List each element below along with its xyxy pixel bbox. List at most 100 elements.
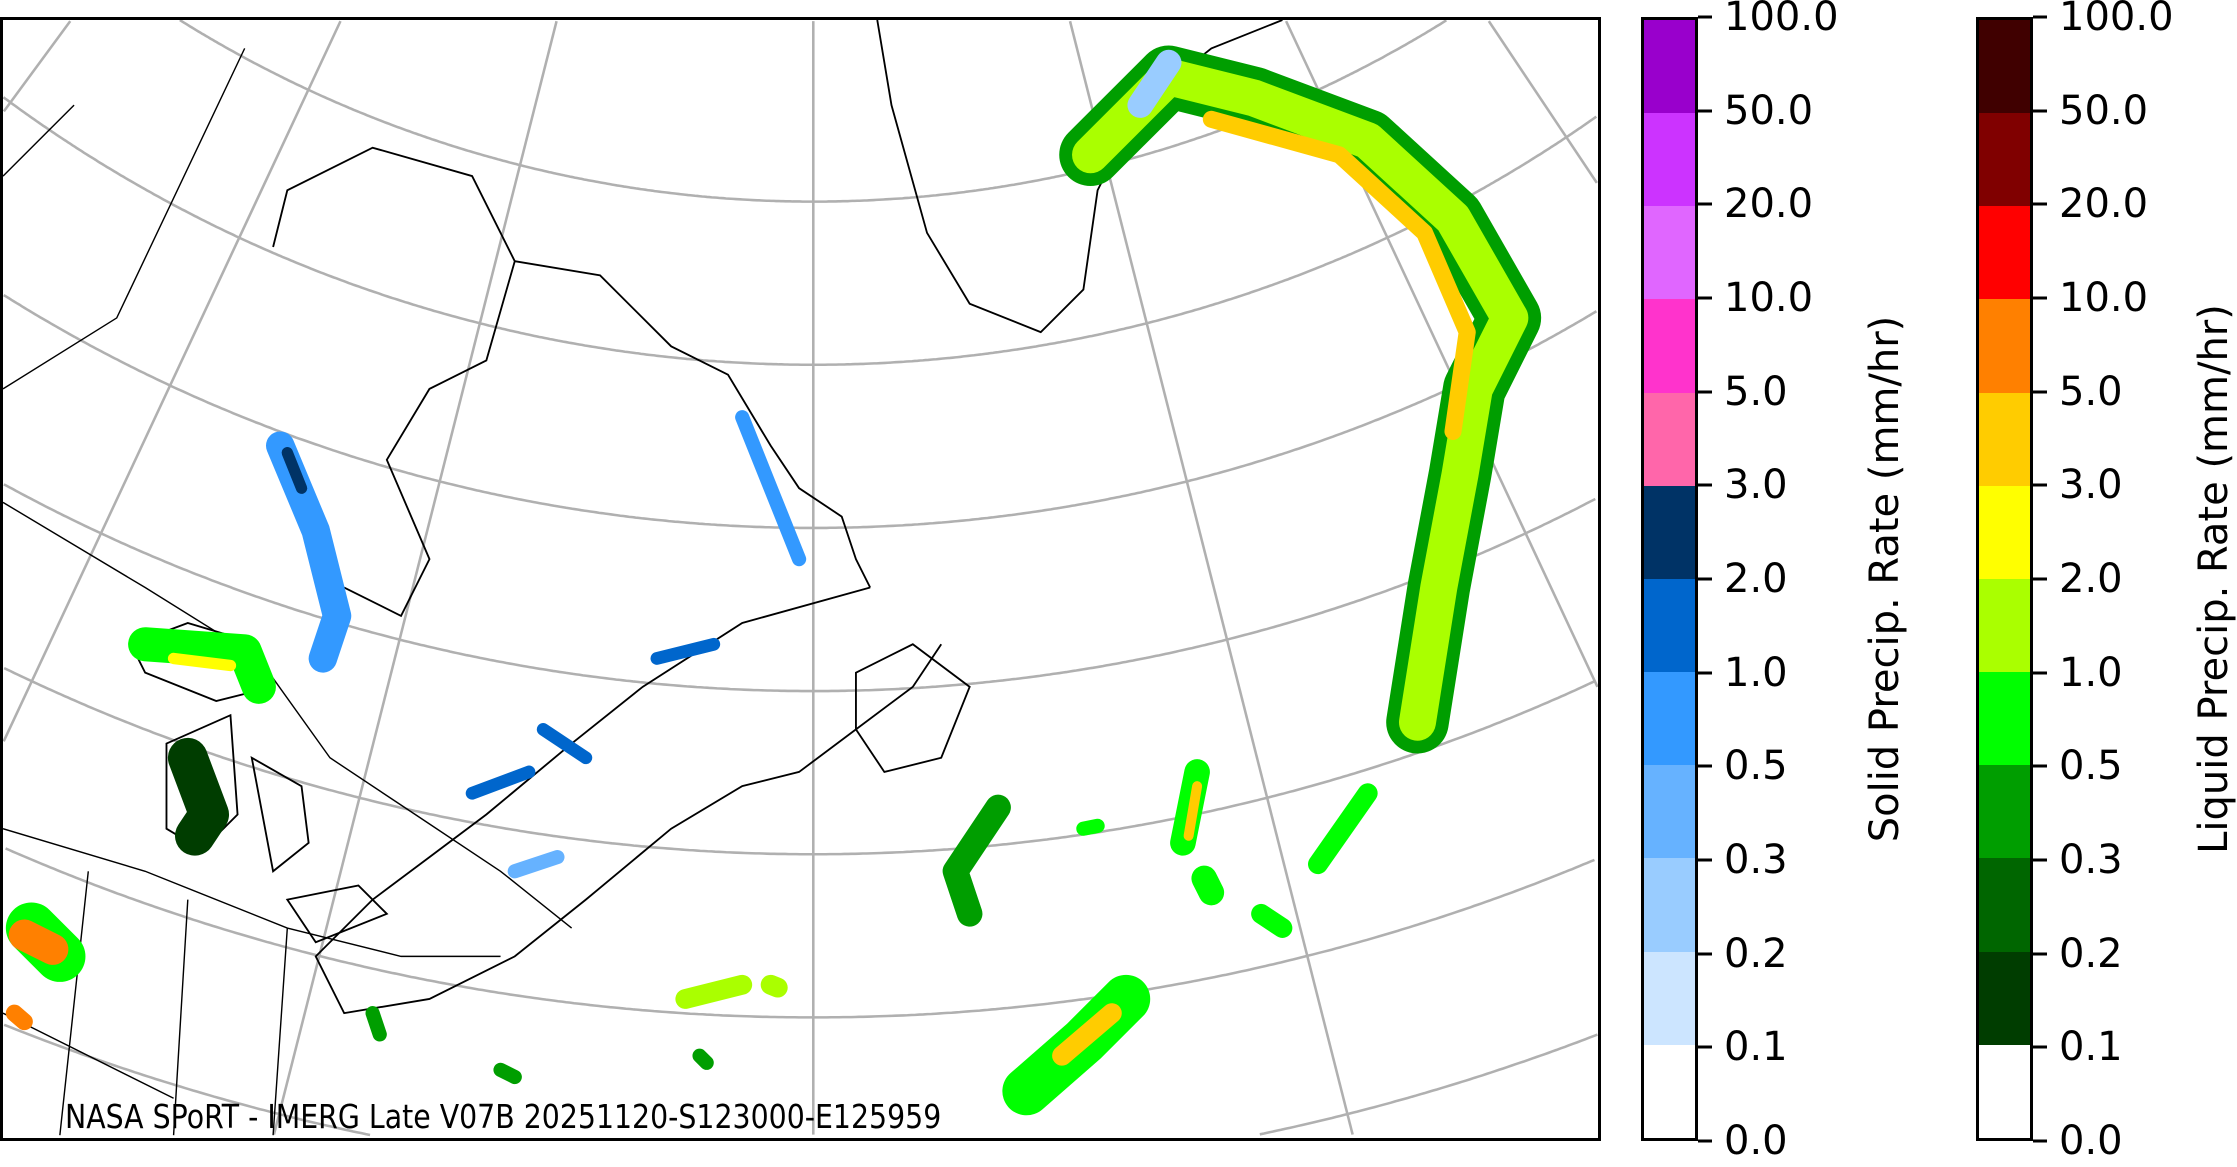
colorbar-tick [2033,671,2047,675]
coastline-labrador [514,260,871,588]
rain-coastal-cells [365,1006,714,1085]
colorbar-tick-label: 3.0 [2059,462,2123,509]
colorbar-segment [1644,485,1695,579]
colorbar-tick-label: 100.0 [1724,0,1839,40]
colorbar-tick-label: 0.5 [1724,743,1788,790]
colorbar-tick-label: 20.0 [1724,181,1814,228]
colorbar-tick-label: 0.0 [2059,1118,2123,1164]
colorbar-tick [2033,952,2047,956]
rain-band-moderate [1072,58,1529,741]
graticule [3,20,1598,1137]
snow-labrador [735,410,807,567]
colorbar-segment [1979,485,2030,579]
latitude-line [5,847,1595,1019]
colorbar-segment [1979,206,2030,300]
borders [3,48,573,1136]
colorbar-tick [2033,390,2047,394]
latitude-line [3,483,1596,693]
colorbar-tick-label: 0.0 [1724,1118,1788,1164]
colorbar-segment [1644,206,1695,300]
latitude-line [3,96,1598,367]
snow-greenland [1127,49,1182,118]
snow-quebec [465,637,721,800]
latitude-line [3,293,1598,530]
liquid-precip-label: Liquid Precip. Rate (mm/hr) [2191,304,2237,854]
rain-ocean-cell-5-core [1052,1003,1122,1066]
colorbar-segment [1644,858,1695,952]
longitude-line [3,20,72,113]
coastline-gulf-st-lawrence [314,586,943,1015]
colorbar-segment [1644,299,1695,393]
rain-ocean-cell-6 [675,974,788,1009]
colorbar-tick-label: 10.0 [2059,275,2149,321]
colorbar-tick [1698,1045,1712,1049]
colorbar-tick-label: 100.0 [2059,0,2174,40]
colorbar-segment [1644,578,1695,673]
colorbar-tick [2033,1139,2047,1143]
colorbar-segment [1644,19,1695,114]
solid-precip-ticks: 0.0 0.1 0.2 0.3 0.5 1.0 2.0 3.0 5.0 10.0 20.0 50.0 1… [1698,0,1858,1161]
colorbar-segment [1979,19,2030,114]
map-canvas [3,20,1598,1137]
liquid-precip-ticks: 0.0 0.1 0.2 0.3 0.5 1.0 2.0 3.0 5.0 10.0 20.0 50.0 1… [2033,0,2193,1161]
colorbar-tick [2033,1045,2047,1049]
colorbar-segment [1979,578,2030,673]
colorbar-tick [1698,202,1712,206]
colorbar-tick [1698,858,1712,862]
colorbar-tick [1698,1139,1712,1143]
colorbar-tick [2033,577,2047,581]
colorbar-tick-label: 10.0 [1724,275,1814,321]
latitude-line [3,1023,371,1137]
rain-band-heavy [1202,110,1476,440]
colorbar-tick-label: 5.0 [1724,368,1788,415]
colorbar-tick-label: 50.0 [1724,87,1814,134]
coastline-hudson-bay [272,146,516,618]
snow-core [281,447,308,494]
colorbar-tick [2033,858,2047,862]
colorbar-segment [1979,858,2030,952]
colorbar-segment [1644,765,1695,859]
colorbar-tick [2033,202,2047,206]
longitude-line [3,20,342,742]
rain-ocean-cell-7 [1076,818,1105,836]
colorbar-tick [1698,390,1712,394]
colorbar-tick [1698,296,1712,300]
data-source-credit: NASA SPoRT - IMERG Late V07B 20251120-S1… [65,1097,942,1136]
rain-ocean-cell-1-core [1183,781,1203,841]
colorbar-tick [1698,671,1712,675]
colorbar-tick-label: 50.0 [2059,87,2149,134]
coastlines [3,20,1283,1136]
rain-ocean-cell-4 [1251,903,1293,938]
colorbar-tick [1698,952,1712,956]
colorbar-segment [1644,951,1695,1045]
solid-precip-label: Solid Precip. Rate (mm/hr) [1862,315,1908,843]
rain-west-blob-core [8,919,69,965]
colorbar-tick-label: 0.3 [1724,837,1788,883]
colorbar-tick [2033,764,2047,768]
colorbar-tick-label: 0.1 [2059,1024,2123,1071]
snow-maine [507,849,565,879]
colorbar-tick-label: 2.0 [2059,556,2123,602]
colorbar-tick-label: 1.0 [1724,649,1788,696]
colorbar-segment [1644,672,1695,766]
longitude-line [1487,20,1598,184]
colorbar-tick-label: 5.0 [2059,368,2123,415]
colorbar-segment [1644,1044,1695,1138]
rain-west-small [5,1004,33,1031]
colorbar-tick [2033,483,2047,487]
colorbar-tick [1698,483,1712,487]
rain-lake-superior [128,627,276,704]
colorbar-tick-label: 0.2 [1724,930,1788,977]
colorbar-segment [1979,765,2030,859]
colorbar-tick-label: 0.1 [1724,1024,1788,1071]
colorbar-tick [1698,109,1712,113]
colorbar-tick-label: 1.0 [2059,649,2123,696]
rain-ocean-cell-3 [1308,783,1378,875]
colorbar-segment [1979,672,2030,766]
solid-precip-colorbar [1641,17,1698,1141]
colorbar-tick-label: 0.5 [2059,743,2123,790]
longitude-line [272,20,558,1135]
colorbar-tick-label: 0.3 [2059,837,2123,883]
longitude-line [1068,20,1354,1135]
colorbar-segment [1979,299,2030,393]
